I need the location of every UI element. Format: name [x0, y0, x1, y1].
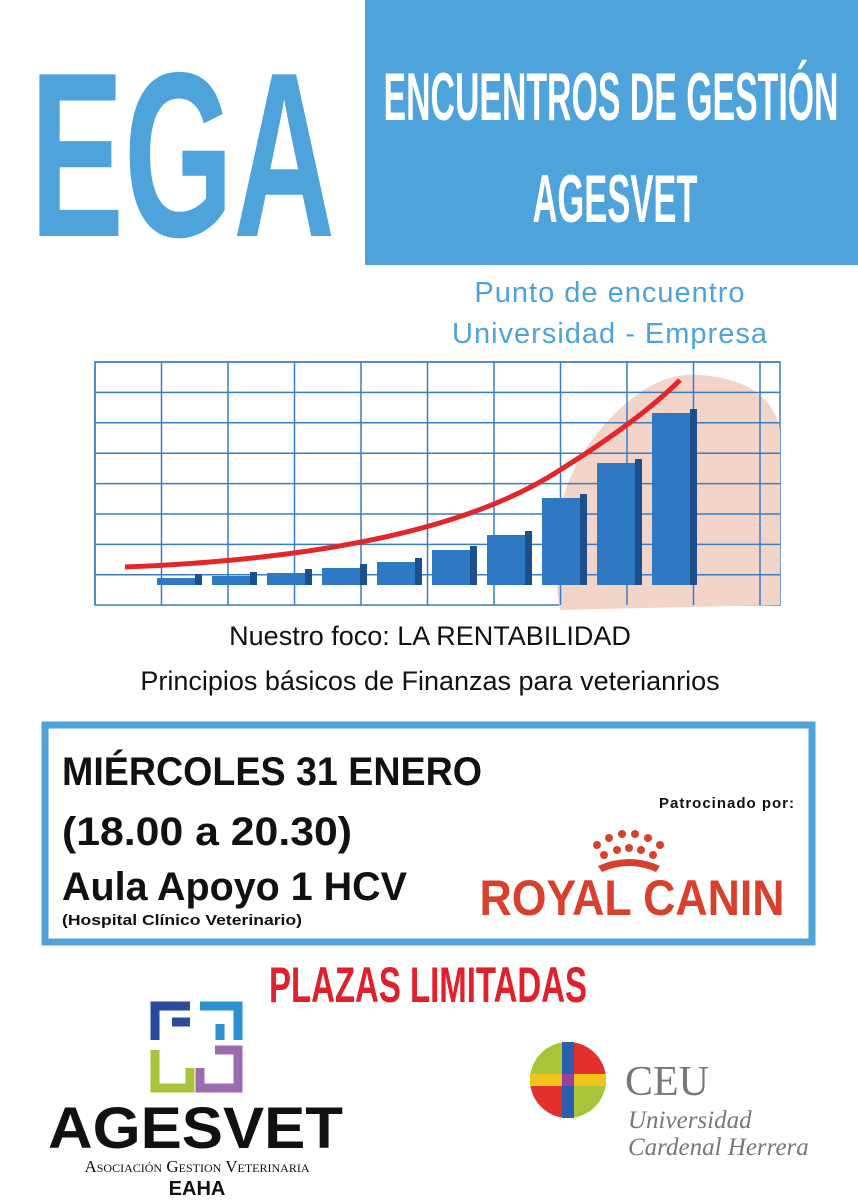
organizer-code: EAHA: [169, 1178, 226, 1200]
illustration-bar-side: [525, 531, 532, 585]
event-date: MIÉRCOLES 31 ENERO: [62, 749, 482, 794]
title-box: [365, 0, 858, 265]
illustration-bar-side: [635, 459, 642, 585]
notice: PLAZAS LIMITADAS: [269, 957, 587, 1013]
illustration-bar: [597, 463, 635, 585]
illustration-bar-side: [470, 546, 477, 585]
illustration-bar-side: [415, 558, 422, 585]
subtitle-line: Punto de encuentro: [474, 277, 745, 309]
event-place: Aula Apoyo 1 HCV: [62, 865, 407, 909]
illustration-bar: [542, 498, 580, 585]
illustration-bar: [212, 576, 250, 585]
illustration-bar: [652, 413, 690, 585]
crown-icon: [593, 830, 664, 872]
illustration-bar: [377, 562, 415, 585]
illustration-bar: [432, 550, 470, 585]
illustration-bar-side: [580, 494, 587, 585]
focus-line: Principios básicos de Finanzas para vete…: [140, 666, 719, 696]
event-time: (18.00 a 20.30): [62, 810, 352, 854]
illustration-bar: [487, 535, 525, 585]
illustration-bar-side: [305, 569, 312, 585]
organizer-name: AGESVET: [48, 1096, 343, 1161]
trend-curve: [124, 378, 682, 570]
sponsor-label: Patrocinado por:: [659, 795, 795, 812]
organizer-full-name: Asociación Gestion Veterinaria: [84, 1157, 309, 1176]
sponsor-name: ROYAL CANIN: [480, 870, 785, 926]
illustration-bar-side: [690, 409, 697, 585]
focus-line: Nuestro foco: LA RENTABILIDAD: [229, 621, 631, 651]
illustration-bar: [157, 578, 195, 585]
acronym: EGA: [30, 23, 335, 286]
title-line: AGESVET: [533, 161, 698, 237]
growth-illustration: [94, 361, 781, 610]
event-box: [41, 721, 816, 946]
subtitle-line: Universidad - Empresa: [452, 318, 768, 350]
university-line: Universidad: [628, 1107, 752, 1134]
university-logo: [530, 1042, 606, 1118]
event-place-note: (Hospital Clínico Veterinario): [62, 912, 302, 929]
title-line: ENCUENTROS DE GESTIÓN: [384, 59, 839, 135]
illustration-bar-side: [195, 574, 202, 585]
illustration-bar-side: [250, 572, 257, 585]
university-name: CEU: [625, 1059, 709, 1105]
illustration-bar-side: [360, 564, 367, 585]
illustration-bar: [322, 568, 360, 585]
university-line: Cardenal Herrera: [628, 1134, 809, 1161]
organizer-logo: [150, 1001, 243, 1093]
illustration-bar: [267, 573, 305, 585]
